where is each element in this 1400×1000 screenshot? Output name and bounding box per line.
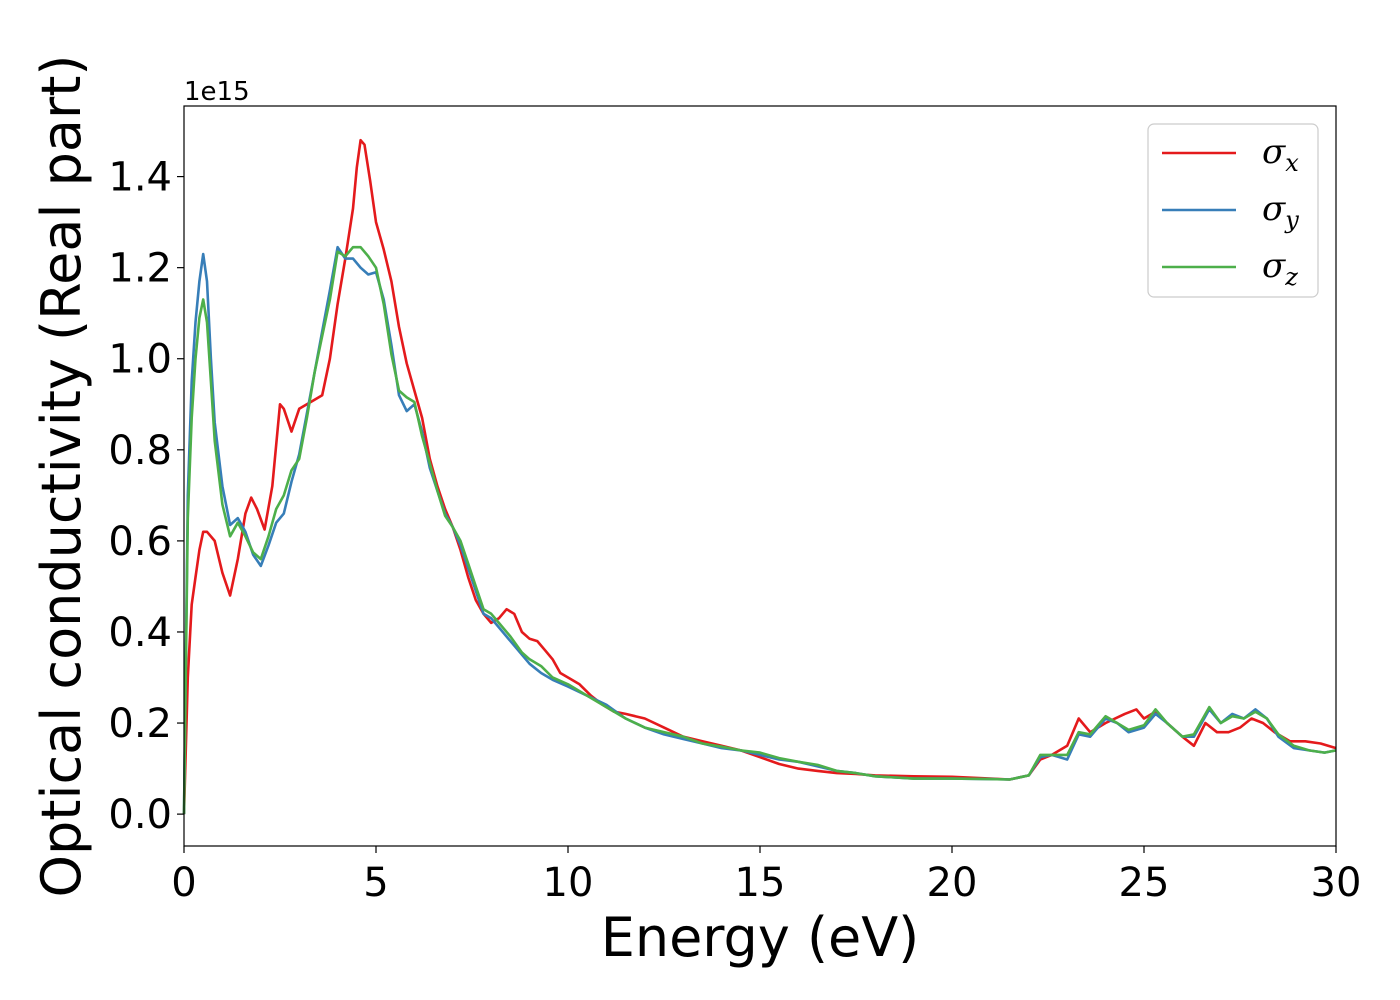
x-tick-label: 30 bbox=[1311, 860, 1362, 906]
x-tick-label: 0 bbox=[171, 860, 196, 906]
y-tick-label: 1.2 bbox=[108, 246, 172, 292]
x-tick-label: 5 bbox=[363, 860, 388, 906]
y-tick-label: 0.8 bbox=[108, 428, 172, 474]
y-axis-label: Optical conductivity (Real part) bbox=[30, 55, 93, 898]
x-tick-label: 20 bbox=[927, 860, 978, 906]
series-line-z bbox=[182, 245, 1337, 815]
y-tick-label: 0.6 bbox=[108, 519, 172, 565]
series-line-x bbox=[182, 138, 1337, 815]
legend-label-z: σz bbox=[1262, 246, 1298, 291]
y-tick-label: 0.2 bbox=[108, 701, 172, 747]
y-tick-label: 0.4 bbox=[108, 610, 172, 656]
legend-label-y: σy bbox=[1262, 189, 1299, 234]
legend: σx σy σz bbox=[1147, 123, 1319, 298]
y-tick-label: 1.4 bbox=[108, 155, 172, 201]
x-axis: 0 5 10 15 20 25 30 bbox=[171, 846, 1361, 906]
y-tick-label: 0.0 bbox=[108, 792, 172, 838]
x-tick-label: 10 bbox=[543, 860, 594, 906]
y-offset-label: 1e15 bbox=[184, 77, 250, 107]
x-tick-label: 25 bbox=[1119, 860, 1170, 906]
y-axis: 0.0 0.2 0.4 0.6 0.8 1.0 1.2 1.4 bbox=[108, 155, 184, 838]
plot-lines bbox=[182, 138, 1337, 815]
x-axis-label: Energy (eV) bbox=[601, 906, 920, 969]
legend-label-x: σx bbox=[1262, 132, 1299, 177]
series-line-y bbox=[182, 245, 1337, 815]
y-tick-label: 1.0 bbox=[108, 337, 172, 383]
x-tick-label: 15 bbox=[735, 860, 786, 906]
